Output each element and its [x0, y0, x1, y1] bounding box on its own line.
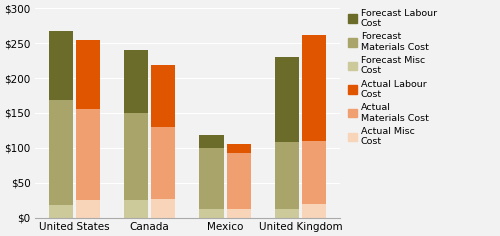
- Bar: [226, 153, 250, 209]
- Bar: [76, 40, 100, 110]
- Bar: [124, 113, 148, 200]
- Bar: [226, 144, 250, 153]
- Bar: [302, 204, 326, 218]
- Bar: [151, 65, 176, 127]
- Bar: [76, 110, 100, 200]
- Bar: [275, 57, 299, 142]
- Bar: [200, 209, 224, 218]
- Bar: [48, 205, 72, 218]
- Bar: [275, 209, 299, 218]
- Bar: [226, 209, 250, 218]
- Legend: Forecast Labour
Cost, Forecast
Materials Cost, Forecast Misc
Cost, Actual Labour: Forecast Labour Cost, Forecast Materials…: [348, 9, 437, 146]
- Bar: [302, 35, 326, 141]
- Bar: [48, 100, 72, 205]
- Bar: [76, 200, 100, 218]
- Bar: [124, 200, 148, 218]
- Bar: [200, 135, 224, 148]
- Bar: [151, 199, 176, 218]
- Bar: [200, 148, 224, 209]
- Bar: [275, 142, 299, 209]
- Bar: [124, 50, 148, 113]
- Bar: [48, 30, 72, 100]
- Bar: [151, 127, 176, 199]
- Bar: [302, 141, 326, 204]
